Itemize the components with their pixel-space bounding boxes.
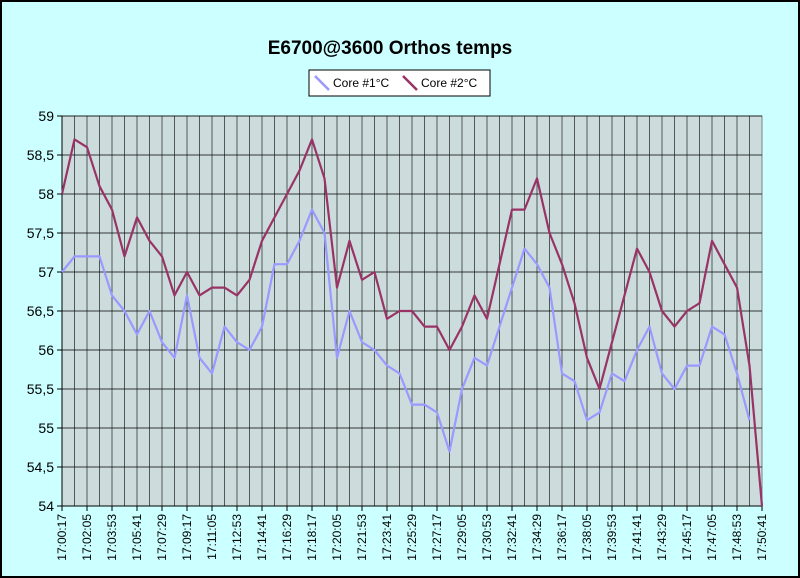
x-tick-label: 17:03:53 <box>105 514 119 561</box>
legend-swatch-core-2 <box>402 75 418 91</box>
x-tick-label: 17:39:53 <box>605 514 619 561</box>
y-tick-label: 57 <box>38 264 54 280</box>
x-tick-label: 17:16:29 <box>280 514 294 561</box>
x-tick-label: 17:50:41 <box>755 514 769 561</box>
chart-title: E6700@3600 Orthos temps <box>268 38 513 59</box>
y-tick-label: 59 <box>38 108 54 124</box>
x-tick-label: 17:12:53 <box>230 514 244 561</box>
x-tick-label: 17:07:29 <box>155 514 169 561</box>
y-tick-label: 54,5 <box>27 459 54 475</box>
x-tick-label: 17:43:29 <box>655 514 669 561</box>
x-tick-label: 17:11:05 <box>205 514 219 560</box>
x-tick-label: 17:27:17 <box>430 514 444 561</box>
legend: Core #1°C Core #2°C <box>308 69 491 97</box>
legend-box <box>308 69 491 97</box>
series-layer <box>60 138 764 507</box>
x-tick-label: 17:20:05 <box>330 514 344 561</box>
legend-swatch-core-1 <box>314 75 330 91</box>
x-tick-label: 17:34:29 <box>530 514 544 561</box>
x-axis: 17:00:17 17:02:05 17:03:53 17:05:41 17:07:29… <box>55 505 769 561</box>
legend-label-core-1: Core #1°C <box>333 76 389 90</box>
x-tick-label: 17:18:17 <box>305 514 319 561</box>
x-tick-label: 17:38:05 <box>580 514 594 561</box>
series-line-core-2 <box>60 138 764 507</box>
y-tick-label: 56 <box>38 342 54 358</box>
x-tick-label: 17:47:05 <box>705 514 719 561</box>
x-tick-label: 17:32:41 <box>505 514 519 561</box>
x-tick-label: 17:00:17 <box>55 514 69 561</box>
y-tick-label: 55,5 <box>27 381 54 397</box>
x-tick-label: 17:30:53 <box>480 514 494 561</box>
x-tick-label: 17:23:41 <box>380 514 394 561</box>
x-tick-label: 17:14:41 <box>255 514 269 561</box>
x-tick-label: 17:45:17 <box>680 514 694 561</box>
legend-label-core-2: Core #2°C <box>421 76 477 90</box>
x-tick-label: 17:05:41 <box>130 514 144 561</box>
x-tick-label: 17:02:05 <box>80 514 94 561</box>
x-tick-label: 17:21:53 <box>355 514 369 561</box>
x-tick-label: 17:09:17 <box>180 514 194 561</box>
x-tick-label: 17:36:17 <box>555 514 569 561</box>
x-tick-label: 17:41:41 <box>630 514 644 561</box>
y-axis: 54 54,5 55 55,5 56 56,5 57 57,5 58 58,5 59 <box>27 108 63 514</box>
y-tick-label: 56,5 <box>27 303 54 319</box>
y-tick-label: 55 <box>38 420 54 436</box>
y-tick-label: 58,5 <box>27 147 54 163</box>
y-tick-label: 57,5 <box>27 225 54 241</box>
y-tick-label: 54 <box>38 498 54 514</box>
series-line-core-1 <box>61 208 751 453</box>
x-tick-label: 17:25:29 <box>405 514 419 561</box>
x-tick-label: 17:48:53 <box>730 514 744 561</box>
y-tick-label: 58 <box>38 186 54 202</box>
x-tick-label: 17:29:05 <box>455 514 469 561</box>
